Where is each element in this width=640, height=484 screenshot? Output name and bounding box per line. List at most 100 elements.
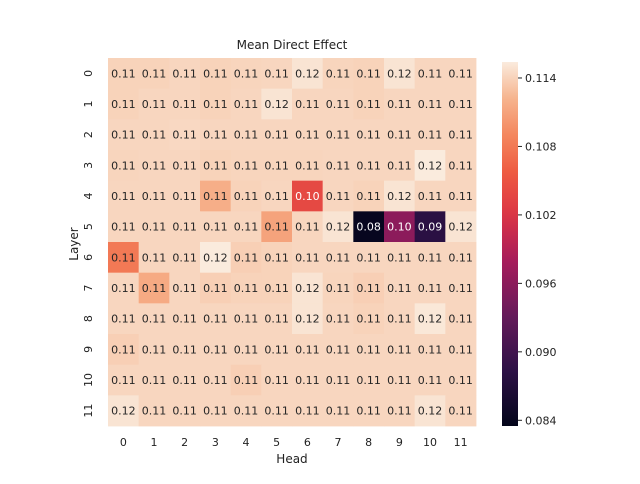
cell-value-label: 0.12	[295, 282, 320, 295]
heatmap-cell	[138, 334, 170, 366]
cell-value-label: 0.11	[387, 251, 412, 264]
cell-value-label: 0.11	[264, 190, 289, 203]
heatmap-cell	[353, 150, 385, 182]
cell-value-label: 0.11	[448, 313, 473, 326]
heatmap-cell	[138, 395, 170, 427]
x-tick-label: 6	[304, 436, 311, 449]
heatmap-cell	[169, 150, 201, 182]
heatmap-cell	[169, 88, 201, 120]
heatmap-cell	[108, 211, 140, 243]
cell-value-label: 0.11	[172, 405, 197, 418]
heatmap-cell	[108, 303, 140, 335]
heatmap-cell	[230, 58, 262, 90]
cell-value-label: 0.10	[295, 190, 320, 203]
cell-value-label: 0.11	[418, 190, 443, 203]
cell-value-label: 0.11	[234, 374, 259, 387]
heatmap-cell	[230, 303, 262, 335]
cell-value-label: 0.11	[172, 221, 197, 234]
cell-value-label: 0.11	[356, 159, 381, 172]
cell-value-label: 0.12	[111, 405, 136, 418]
cell-value-label: 0.11	[295, 251, 320, 264]
heatmap-cell	[169, 211, 201, 243]
heatmap-cell	[292, 272, 324, 304]
cell-value-label: 0.11	[264, 282, 289, 295]
heatmap-cell	[353, 395, 385, 427]
cell-value-label: 0.11	[356, 282, 381, 295]
heatmap-cell	[138, 242, 170, 274]
heatmap-cell	[384, 303, 416, 335]
heatmap-cell	[230, 211, 262, 243]
cell-value-label: 0.11	[387, 313, 412, 326]
cell-value-label: 0.12	[264, 98, 289, 111]
heatmap-cell	[200, 395, 232, 427]
cell-value-label: 0.11	[418, 67, 443, 80]
cell-value-label: 0.11	[203, 343, 228, 356]
heatmap-cell	[445, 211, 477, 243]
heatmap-cell	[169, 395, 201, 427]
y-tick-label: 6	[82, 254, 95, 261]
heatmap-cell	[445, 364, 477, 396]
cell-value-label: 0.11	[111, 313, 136, 326]
cell-value-label: 0.11	[264, 159, 289, 172]
heatmap-cell	[230, 150, 262, 182]
heatmap-cell	[445, 242, 477, 274]
cell-value-label: 0.12	[448, 221, 473, 234]
cell-value-label: 0.11	[326, 67, 351, 80]
cell-value-label: 0.11	[295, 374, 320, 387]
cell-value-label: 0.12	[295, 67, 320, 80]
cell-value-label: 0.11	[326, 405, 351, 418]
cell-value-label: 0.11	[142, 67, 167, 80]
heatmap-cell	[292, 150, 324, 182]
cell-value-label: 0.11	[142, 129, 167, 142]
cell-value-label: 0.11	[326, 374, 351, 387]
heatmap-cell	[384, 272, 416, 304]
heatmap-cell	[261, 180, 293, 212]
heatmap-cell	[230, 395, 262, 427]
cell-value-label: 0.11	[387, 405, 412, 418]
heatmap-cell	[138, 150, 170, 182]
heatmap-cell	[200, 88, 232, 120]
cell-value-label: 0.11	[111, 282, 136, 295]
cell-value-label: 0.11	[111, 221, 136, 234]
cell-value-label: 0.11	[203, 190, 228, 203]
heatmap-cell	[384, 395, 416, 427]
heatmap-cell	[261, 88, 293, 120]
heatmap-cell	[445, 303, 477, 335]
heatmap-cell-labels: 0.11 0.11 0.11 0.11 0.11 0.11 0.12 0.11 0.11 0.12…	[111, 67, 473, 417]
cell-value-label: 0.12	[418, 405, 443, 418]
heatmap-cell	[322, 58, 354, 90]
heatmap-cell	[445, 58, 477, 90]
heatmap-cell	[169, 364, 201, 396]
heatmap-cell	[414, 272, 446, 304]
cell-value-label: 0.11	[203, 129, 228, 142]
heatmap-cell	[353, 88, 385, 120]
x-tick-label: 7	[335, 436, 342, 449]
heatmap-cell	[384, 242, 416, 274]
heatmap-cell	[322, 395, 354, 427]
cell-value-label: 0.11	[172, 343, 197, 356]
cell-value-label: 0.11	[111, 67, 136, 80]
cell-value-label: 0.11	[142, 159, 167, 172]
heatmap-cell	[384, 180, 416, 212]
cell-value-label: 0.11	[203, 221, 228, 234]
x-tick-label: 0	[120, 436, 127, 449]
heatmap-cell	[322, 242, 354, 274]
heatmap-cell	[353, 180, 385, 212]
y-tick-label: 0	[82, 70, 95, 77]
heatmap-cell	[169, 119, 201, 151]
cell-value-label: 0.11	[356, 343, 381, 356]
heatmap-cell	[200, 272, 232, 304]
x-tick-label: 2	[181, 436, 188, 449]
heatmap-cell	[292, 119, 324, 151]
cell-value-label: 0.11	[111, 129, 136, 142]
cell-value-label: 0.11	[387, 343, 412, 356]
cell-value-label: 0.11	[356, 67, 381, 80]
cell-value-label: 0.11	[356, 98, 381, 111]
heatmap-cell	[200, 58, 232, 90]
cell-value-label: 0.11	[448, 190, 473, 203]
heatmap-cell	[414, 211, 446, 243]
heatmap-cell	[445, 395, 477, 427]
heatmap-cell	[322, 334, 354, 366]
heatmap-cell	[138, 58, 170, 90]
heatmap-cell	[230, 272, 262, 304]
